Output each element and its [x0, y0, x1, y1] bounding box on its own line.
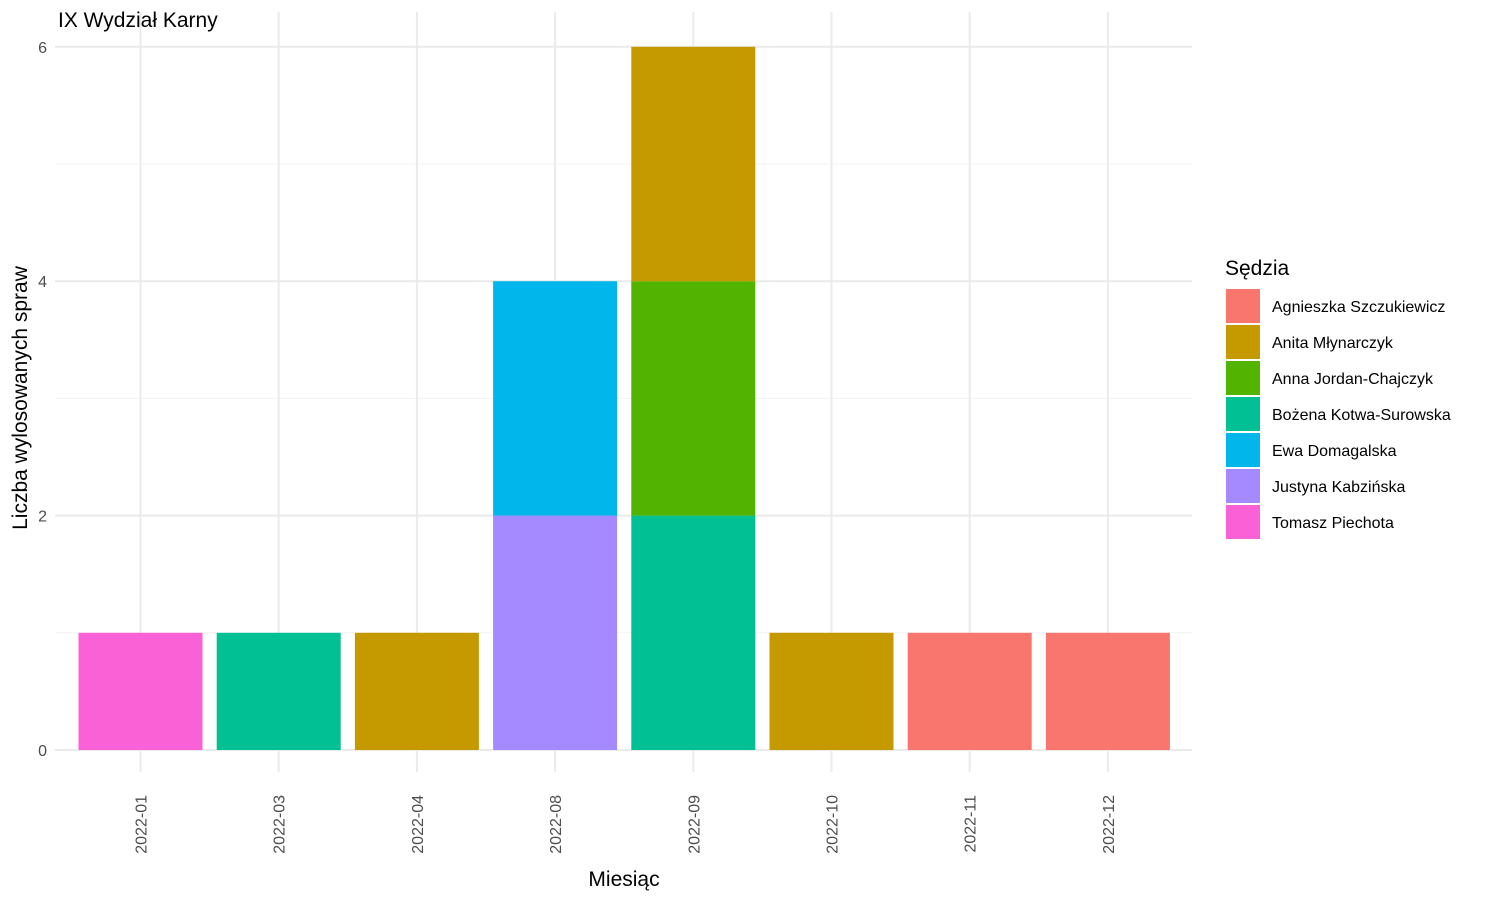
x-tick-label: 2022-04 [410, 795, 427, 854]
legend-swatch [1226, 469, 1260, 503]
y-tick-label: 2 [38, 509, 47, 526]
legend-title: Sędzia [1225, 257, 1290, 280]
bar-segment [354, 632, 479, 750]
legend-swatch [1226, 505, 1260, 539]
x-tick-label: 2022-12 [1101, 795, 1118, 854]
legend-swatch [1226, 433, 1260, 467]
bar-segment [631, 515, 756, 750]
bar-segment [1045, 632, 1170, 750]
x-tick-label: 2022-01 [134, 795, 151, 854]
legend-label: Agnieszka Szczukiewicz [1272, 299, 1445, 316]
legend-label: Ewa Domagalska [1272, 443, 1397, 460]
legend-label: Bożena Kotwa-Surowska [1272, 407, 1451, 424]
x-tick-label: 2022-03 [272, 795, 289, 854]
legend-label: Tomasz Piechota [1272, 515, 1394, 532]
legend-label: Anna Jordan-Chajczyk [1272, 371, 1434, 388]
legend: Sędzia Agnieszka Szczukiewicz Anita Młyna… [1225, 257, 1451, 539]
y-tick-label: 6 [38, 40, 47, 57]
bar-segment [78, 632, 203, 750]
bar-segment [631, 46, 756, 282]
x-tick-label: 2022-08 [548, 795, 565, 854]
y-tick-label: 4 [38, 274, 47, 291]
x-tick-label: 2022-11 [963, 795, 980, 853]
legend-swatch [1226, 325, 1260, 359]
x-tick-label: 2022-10 [825, 795, 842, 854]
x-tick-label: 2022-09 [686, 795, 703, 854]
bars [78, 46, 1170, 750]
chart-title: IX Wydział Karny [58, 9, 218, 32]
legend-label: Justyna Kabzińska [1272, 479, 1406, 496]
bar-segment [769, 632, 894, 750]
bar-segment [216, 632, 341, 750]
legend-items: Agnieszka Szczukiewicz Anita Młynarczyk An… [1226, 289, 1451, 539]
bar-segment [493, 281, 618, 516]
bar-segment [493, 515, 618, 750]
legend-swatch [1226, 397, 1260, 431]
x-axis-title: Miesiąc [588, 868, 659, 891]
legend-swatch [1226, 361, 1260, 395]
y-tick-label: 0 [38, 743, 47, 760]
y-axis-title: Liczba wylosowanych spraw [9, 265, 32, 530]
x-axis-ticks: 2022-01 2022-03 2022-04 2022-08 2022-09 2022-… [134, 795, 1118, 854]
bar-segment [631, 281, 756, 516]
legend-swatch [1226, 289, 1260, 323]
legend-label: Anita Młynarczyk [1272, 335, 1394, 352]
bar-segment [907, 632, 1032, 750]
y-axis-ticks: 0 2 4 6 [38, 40, 47, 760]
